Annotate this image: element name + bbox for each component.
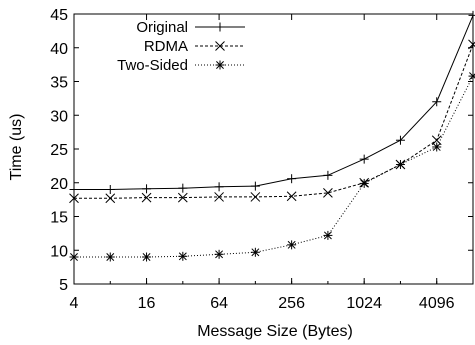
data-point xyxy=(105,193,116,204)
data-point xyxy=(395,160,405,170)
data-point xyxy=(178,183,188,193)
data-point xyxy=(431,135,442,146)
y-axis-ticks: 5 10 15 20 25 30 35 40 45 xyxy=(50,7,473,294)
legend-label: Original xyxy=(136,19,188,36)
y-tick-label: 45 xyxy=(50,7,68,24)
y-tick-label: 30 xyxy=(50,108,68,125)
data-point xyxy=(395,135,405,145)
data-point xyxy=(142,252,152,262)
data-point xyxy=(432,97,442,107)
data-point xyxy=(323,170,333,180)
data-point xyxy=(359,178,369,188)
series-layer xyxy=(69,10,475,262)
x-tick-label: 4 xyxy=(70,295,79,312)
data-point xyxy=(323,230,333,240)
data-point xyxy=(286,191,297,202)
legend-marker xyxy=(215,60,225,70)
y-tick-label: 5 xyxy=(59,277,68,294)
y-axis-label: Time (us) xyxy=(8,114,25,181)
data-point xyxy=(468,71,475,81)
x-axis-label: Message Size (Bytes) xyxy=(197,323,353,340)
data-point xyxy=(359,154,369,164)
plot-frame xyxy=(73,13,474,285)
legend-marker xyxy=(215,22,225,32)
data-point xyxy=(214,192,224,202)
y-tick-label: 40 xyxy=(50,41,68,58)
data-point xyxy=(214,182,224,192)
x-tick-label: 64 xyxy=(210,295,228,312)
x-tick-label: 1024 xyxy=(346,295,382,312)
legend-marker xyxy=(215,41,225,51)
data-point xyxy=(178,251,188,261)
data-point xyxy=(214,249,224,259)
y-tick-label: 15 xyxy=(50,210,68,227)
data-point xyxy=(250,247,260,257)
series-line-original xyxy=(74,15,474,190)
data-point xyxy=(177,192,188,203)
data-point xyxy=(141,192,152,203)
data-point xyxy=(432,142,442,152)
y-tick-label: 10 xyxy=(50,243,68,260)
data-point xyxy=(287,174,297,184)
legend: Original RDMA Two-Sided xyxy=(117,19,245,74)
data-point xyxy=(250,181,260,191)
data-point xyxy=(287,240,297,250)
y-tick-label: 25 xyxy=(50,142,68,159)
y-tick-label: 35 xyxy=(50,75,68,92)
legend-label: RDMA xyxy=(144,38,188,55)
series-line-two-sided xyxy=(74,75,474,258)
data-point xyxy=(105,252,115,262)
x-tick-label: 4096 xyxy=(419,295,455,312)
data-point xyxy=(323,188,333,198)
y-tick-label: 20 xyxy=(50,176,68,193)
legend-label: Two-Sided xyxy=(117,57,188,74)
data-point xyxy=(142,184,152,194)
x-tick-label: 16 xyxy=(138,295,156,312)
data-point xyxy=(250,192,261,202)
series-line-rdma xyxy=(74,44,474,199)
data-point xyxy=(105,185,115,194)
x-axis-ticks: 4 16 64 256 1024 4096 xyxy=(70,14,474,312)
x-tick-label: 256 xyxy=(278,295,305,312)
